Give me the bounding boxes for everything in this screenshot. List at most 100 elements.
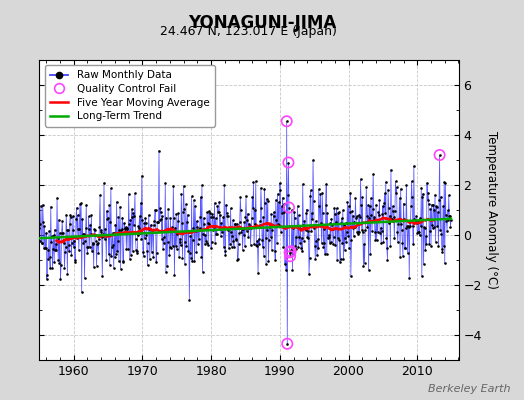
Point [119, 259, 128, 266]
Point [267, 211, 276, 217]
Point [205, 220, 214, 227]
Point [191, 203, 199, 209]
Point [319, 210, 327, 216]
Point [331, 242, 340, 248]
Point [362, 219, 370, 226]
Point [178, 220, 186, 226]
Point [93, 241, 101, 248]
Point [139, 253, 148, 259]
Point [319, 244, 328, 250]
Point [200, 221, 209, 228]
Point [232, 236, 241, 242]
Point [110, 264, 118, 271]
Point [407, 178, 416, 184]
Point [357, 201, 365, 208]
Point [101, 236, 109, 242]
Point [192, 248, 200, 255]
Point [131, 190, 139, 197]
Point [159, 234, 168, 241]
Point [48, 233, 56, 240]
Point [287, 248, 295, 254]
Point [337, 220, 345, 226]
Point [275, 222, 283, 229]
Point [275, 199, 283, 205]
Point [170, 215, 178, 222]
Point [329, 226, 337, 233]
Point [147, 222, 155, 228]
Point [419, 190, 427, 197]
Point [66, 212, 74, 218]
Point [157, 216, 166, 222]
Point [151, 207, 160, 214]
Point [64, 227, 72, 233]
Point [261, 199, 269, 206]
Point [73, 212, 82, 218]
Point [249, 204, 257, 211]
Point [80, 231, 88, 237]
Point [177, 242, 185, 249]
Point [284, 159, 292, 166]
Point [118, 214, 126, 221]
Point [151, 206, 159, 213]
Point [228, 217, 237, 224]
Point [423, 180, 431, 186]
Point [68, 226, 77, 233]
Point [91, 232, 100, 239]
Point [214, 209, 222, 216]
Point [121, 225, 129, 231]
Point [293, 202, 302, 209]
Point [397, 186, 405, 192]
Point [269, 213, 278, 220]
Point [222, 209, 231, 216]
Point [263, 227, 271, 233]
Point [356, 214, 364, 220]
Point [134, 223, 143, 230]
Point [279, 244, 288, 250]
Point [411, 217, 419, 223]
Point [361, 260, 369, 266]
Point [128, 206, 136, 212]
Point [86, 222, 94, 228]
Point [296, 225, 304, 231]
Point [283, 340, 291, 347]
Point [114, 238, 122, 244]
Point [209, 214, 217, 220]
Point [92, 262, 101, 269]
Point [47, 239, 56, 246]
Point [332, 219, 340, 225]
Point [163, 263, 171, 270]
Point [231, 220, 239, 227]
Point [288, 267, 297, 274]
Point [312, 218, 320, 224]
Point [45, 228, 53, 234]
Point [289, 225, 297, 231]
Point [221, 248, 229, 254]
Point [51, 226, 59, 233]
Point [114, 214, 123, 220]
Point [265, 237, 273, 243]
Point [218, 229, 226, 236]
Point [230, 243, 238, 250]
Point [399, 253, 407, 260]
Point [144, 262, 152, 268]
Point [385, 205, 393, 211]
Point [322, 181, 331, 187]
Point [35, 224, 43, 231]
Point [302, 206, 311, 213]
Point [334, 235, 342, 241]
Point [60, 265, 69, 272]
Point [438, 246, 446, 252]
Point [404, 223, 412, 229]
Point [253, 243, 261, 249]
Point [379, 203, 387, 209]
Point [46, 254, 54, 260]
Point [313, 236, 322, 242]
Point [103, 216, 112, 222]
Point [92, 237, 100, 244]
Point [426, 206, 434, 212]
Point [318, 189, 326, 196]
Point [411, 218, 420, 224]
Point [385, 220, 394, 226]
Point [394, 239, 402, 246]
Point [340, 222, 348, 228]
